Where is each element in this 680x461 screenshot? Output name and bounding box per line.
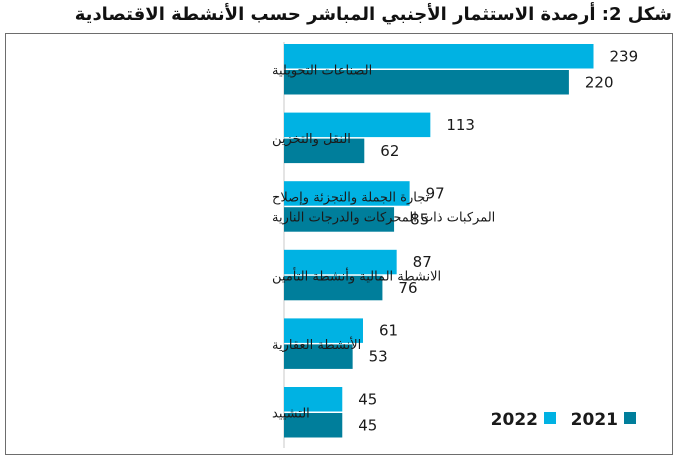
legend-label-2022: 2022 (491, 410, 538, 430)
data-label: 97 (426, 184, 445, 202)
bar-2022-1 (284, 112, 431, 138)
data-label: 45 (358, 390, 377, 408)
legend-swatch-2021 (624, 412, 636, 424)
legend-swatch-2022 (544, 412, 556, 424)
data-label: 61 (379, 322, 398, 340)
data-label: 113 (446, 116, 475, 134)
data-label: 45 (358, 416, 377, 434)
data-label: 220 (585, 73, 614, 91)
data-label: 87 (413, 253, 432, 271)
bar-2022-5 (284, 387, 343, 412)
bar-2021-3 (284, 275, 383, 301)
bar-2021-5 (284, 413, 343, 438)
bar-2021-2 (284, 207, 395, 232)
data-label: 239 (610, 47, 639, 65)
data-label: 76 (398, 279, 417, 297)
bar-2022-3 (284, 249, 397, 275)
legend-label-2021: 2021 (571, 410, 618, 430)
data-label: 53 (369, 348, 388, 366)
category-label: الانشطة المالية وأنشطة التأمين (272, 266, 441, 284)
category-label: تجارة الجملة والتجزئة وإصلاح (272, 191, 430, 206)
category-label: الصناعات التحويلية (272, 64, 372, 79)
bar-2021-4 (284, 344, 353, 369)
category-label: المركبات ذات المحركات والدرجات النارية (272, 211, 495, 226)
bar-2022-0 (284, 44, 594, 69)
data-label: 85 (410, 210, 429, 228)
chart-frame (5, 33, 673, 455)
bar-2021-1 (284, 138, 365, 164)
category-label: الأنشطة العقارية (272, 336, 361, 353)
category-label: التشييد (272, 407, 310, 422)
category-label: النقل والتخزين (272, 132, 351, 147)
bar-2022-4 (284, 318, 363, 343)
bar-2022-2 (284, 181, 410, 206)
data-label: 62 (380, 142, 399, 160)
bar-2021-0 (284, 70, 569, 95)
chart-title: شكل 2: أرصدة الاستثمار الأجنبي المباشر ح… (74, 4, 672, 25)
